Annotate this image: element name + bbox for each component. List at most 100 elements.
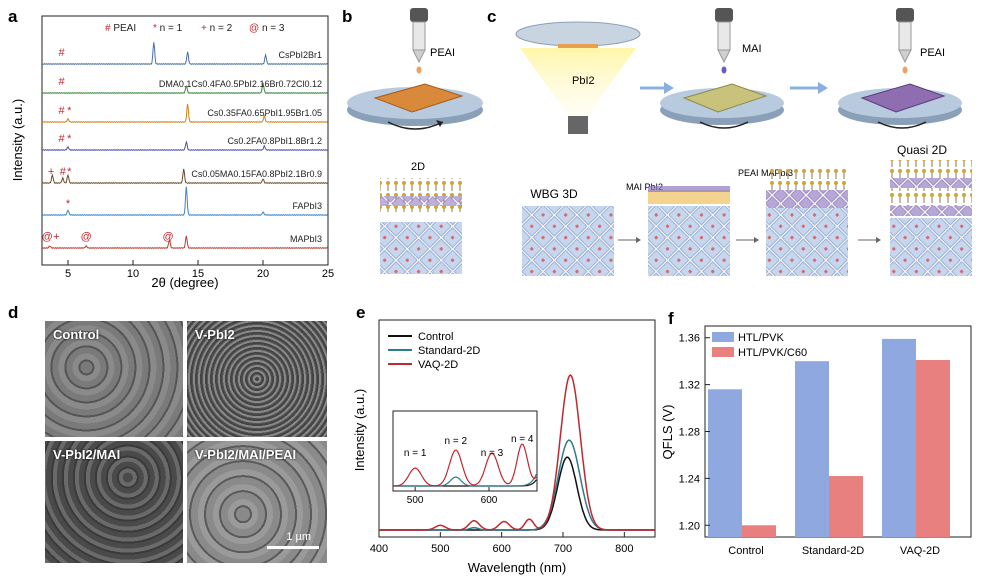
qfls-bar bbox=[742, 525, 776, 537]
qfls-legend-swatch bbox=[712, 332, 734, 342]
panel-f: f HTL/PVK HTL/PVK/C60 1.20 1.24 1.28 1.32 1.3… bbox=[660, 309, 972, 557]
qfls-x-tick-label: Control bbox=[728, 545, 763, 557]
qfls-bar bbox=[795, 361, 829, 537]
pl-legend: Control Standard-2D VAQ-2D bbox=[388, 331, 480, 371]
xrd-x-tick-label: 25 bbox=[322, 268, 334, 280]
pl-inset-n-label: n = 4 bbox=[511, 434, 534, 445]
qfls-bar bbox=[708, 389, 742, 537]
xrd-peak-mark: @ bbox=[42, 231, 53, 243]
qfls-y-tick-label: 1.20 bbox=[679, 520, 700, 532]
c-quasi-label: Quasi 2D bbox=[897, 143, 947, 157]
xrd-series-label: FAPbI3 bbox=[292, 201, 322, 211]
qfls-y-tick-label: 1.32 bbox=[679, 380, 700, 392]
xrd-series-label: Cs0.05MA0.15FA0.8PbI2.1Br0.9 bbox=[191, 169, 322, 179]
pl-traces bbox=[379, 373, 655, 531]
xrd-peak-mark: # bbox=[58, 76, 65, 88]
pl-inset-n-label: n = 3 bbox=[481, 448, 504, 459]
qfls-bar bbox=[882, 338, 916, 537]
xrd-peak-mark: # bbox=[60, 166, 67, 178]
qfls-legend: HTL/PVK HTL/PVK/C60 bbox=[712, 332, 807, 359]
xrd-trace bbox=[41, 186, 328, 216]
pl-x-tick-label: 400 bbox=[370, 543, 388, 555]
xrd-series-label: Cs0.35FA0.65PbI1.95Br1.05 bbox=[207, 108, 322, 118]
vapor-chamber-lid bbox=[515, 21, 641, 47]
panel-label-c: c bbox=[487, 7, 496, 26]
xrd-trace bbox=[41, 82, 328, 94]
xrd-peak-mark: + bbox=[48, 166, 54, 178]
xrd-peak-mark: * bbox=[67, 133, 72, 145]
xrd-legend: # PEAI * n = 1 + n = 2 @ n = 3 bbox=[105, 23, 285, 34]
qfls-bar bbox=[916, 359, 950, 537]
xrd-frame bbox=[41, 15, 329, 266]
qfls-x-axis: Control Standard-2D VAQ-2D bbox=[728, 545, 940, 557]
xrd-series-label: MAPbI3 bbox=[290, 234, 322, 244]
rotate-arrow-3-icon bbox=[877, 121, 927, 129]
xrd-legend-item: @ n = 3 bbox=[249, 23, 285, 34]
pl-inset-tick-label: 500 bbox=[407, 495, 424, 506]
xrd-trace bbox=[41, 168, 328, 184]
c-mai-label: MAI bbox=[742, 43, 762, 55]
qfls-legend-label: HTL/PVK bbox=[738, 332, 785, 344]
panel-b: b PEAI 2D bbox=[342, 7, 483, 274]
substrate-orange bbox=[373, 83, 464, 113]
sem-tile-vpbi2-mai-peai: V-PbI2/MAI/PEAI 1 µm bbox=[186, 440, 328, 564]
c-wbg-label: WBG 3D bbox=[530, 187, 578, 201]
vapor-beam bbox=[520, 48, 636, 118]
pl-frame bbox=[378, 319, 656, 538]
xrd-series-label: DMA0.1Cs0.4FA0.5PbI2.16Br0.72Cl0.12 bbox=[159, 79, 322, 89]
qfls-y-tick-label: 1.28 bbox=[679, 427, 700, 439]
panel-label-e: e bbox=[356, 303, 365, 322]
quasi-lattice bbox=[890, 218, 972, 276]
panel-label-b: b bbox=[342, 7, 352, 26]
xrd-trace bbox=[42, 235, 328, 249]
panel-label-a: a bbox=[8, 7, 18, 26]
xrd-series-label: CsPbI2Br1 bbox=[278, 50, 322, 60]
sem-scalebar-label: 1 µm bbox=[286, 531, 311, 543]
xrd-legend-item: # PEAI bbox=[105, 23, 136, 34]
pl-y-label: Intensity (a.u.) bbox=[352, 389, 367, 471]
qfls-y-tick-label: 1.36 bbox=[679, 333, 700, 345]
xrd-x-tick-label: 15 bbox=[192, 268, 204, 280]
organic-spacer-layer bbox=[380, 178, 462, 212]
xrd-peak-mark: @ bbox=[163, 231, 174, 243]
panel-e: e Control Standard-2D VAQ-2D 400 500 600 700 8… bbox=[352, 303, 656, 575]
qfls-y-axis: 1.20 1.24 1.28 1.32 1.36 bbox=[679, 333, 710, 532]
pl-inset-tick-label: 600 bbox=[481, 495, 498, 506]
pl-x-tick-label: 600 bbox=[492, 543, 510, 555]
pl-inset-n-label: n = 2 bbox=[445, 436, 468, 447]
xrd-traces: CsPbI2Br1 # DMA0.1Cs0.4FA0.5PbI2.16Br0.72C… bbox=[41, 42, 328, 249]
xrd-trace bbox=[41, 42, 328, 65]
xrd-trace bbox=[41, 103, 328, 123]
qfls-y-tick-label: 1.24 bbox=[679, 473, 700, 485]
xrd-trace bbox=[41, 140, 328, 151]
c-mai-pbi2-label: MAI PbI2 bbox=[626, 182, 663, 192]
c-peai-mapbi3-label: PEAI MAPbI3 bbox=[738, 168, 793, 178]
xrd-peak-mark: * bbox=[67, 105, 72, 117]
qfls-legend-label: HTL/PVK/C60 bbox=[738, 347, 807, 359]
sem-label-vpbi2-mai: V-PbI2/MAI bbox=[53, 447, 121, 462]
pl-x-tick-label: 500 bbox=[431, 543, 449, 555]
panel-c: c PbI2 MAI PEAI WB bbox=[487, 7, 972, 276]
sem-tile-vpbi2: V-PbI2 bbox=[186, 320, 328, 438]
xrd-peak-mark: @ bbox=[81, 231, 92, 243]
qfls-x-tick-label: Standard-2D bbox=[802, 545, 864, 557]
b-peai-label: PEAI bbox=[430, 47, 455, 59]
panel-label-f: f bbox=[668, 309, 674, 328]
qfls-y-label: QFLS (V) bbox=[660, 405, 675, 460]
perovskite-lattice bbox=[380, 222, 462, 274]
xrd-x-axis: 5 10 15 20 25 bbox=[65, 260, 334, 280]
qfls-bar bbox=[829, 476, 863, 537]
xrd-series-label: Cs0.2FA0.8PbI1.8Br1.2 bbox=[227, 136, 322, 146]
xrd-x-tick-label: 20 bbox=[257, 268, 269, 280]
substrate-yellow bbox=[682, 83, 768, 113]
pl-legend-label: VAQ-2D bbox=[418, 359, 458, 371]
vapor-source bbox=[568, 116, 588, 134]
xrd-peak-mark: + bbox=[53, 231, 59, 243]
pl-x-axis: 400 500 600 700 800 bbox=[370, 532, 634, 555]
c-peai-label: PEAI bbox=[920, 47, 945, 59]
sem-scalebar bbox=[267, 546, 319, 549]
pl-inset-trace bbox=[392, 443, 537, 487]
b-2d-label: 2D bbox=[411, 161, 425, 173]
pl-legend-label: Control bbox=[418, 331, 453, 343]
xrd-y-label: Intensity (a.u.) bbox=[10, 99, 25, 181]
